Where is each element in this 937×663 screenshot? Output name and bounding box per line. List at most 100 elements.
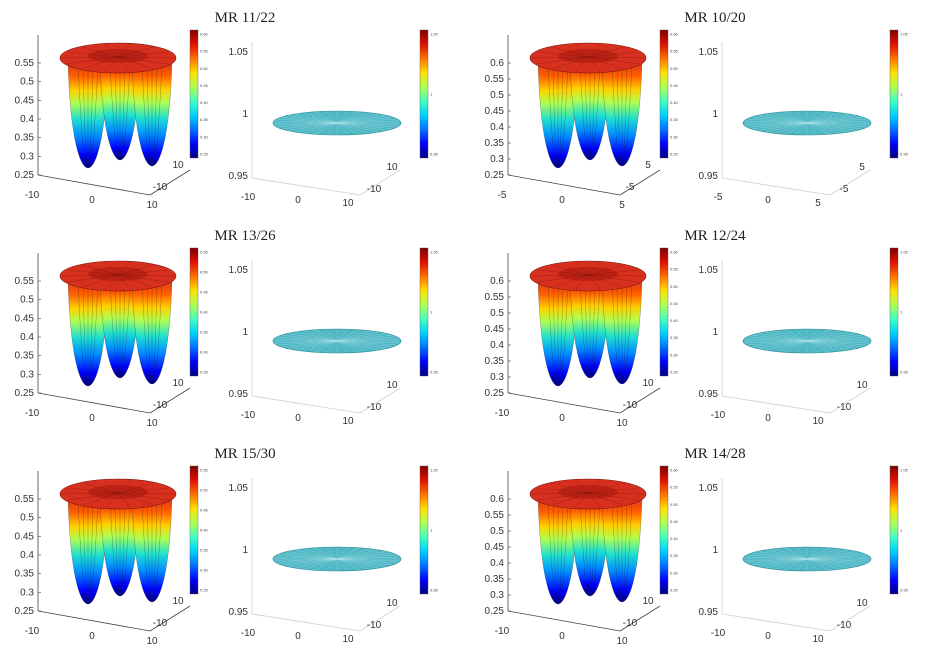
psi-6-mesh-line bbox=[547, 281, 556, 385]
phi-9-y-axis bbox=[359, 605, 401, 632]
psi-2-rim-mesh bbox=[587, 56, 645, 59]
psi-2-rim-mesh bbox=[575, 44, 589, 58]
psi-8-rim-mesh bbox=[83, 482, 119, 494]
psi-4-x-tick: 0 bbox=[89, 413, 95, 424]
psi-6-colorbar-tick: 0.30 bbox=[670, 352, 679, 357]
psi-8-z-tick: 0.35 bbox=[15, 569, 35, 580]
phi-3-x-tick: 0 bbox=[765, 195, 771, 206]
psi-6-title: MR 12/24 bbox=[684, 228, 746, 244]
phi-11-disk-mesh bbox=[806, 558, 867, 564]
psi-8-mesh-line bbox=[122, 499, 131, 595]
phi-7-colorbar-tick: 1 bbox=[900, 310, 903, 315]
phi-9-disk-mesh bbox=[336, 551, 386, 560]
psi-10-mesh-line bbox=[624, 499, 633, 601]
psi-8-colorbar-tick: 0.30 bbox=[200, 568, 209, 573]
phi-5-disk-mesh bbox=[282, 340, 338, 347]
psi-2-x-axis bbox=[507, 174, 621, 196]
psi-0-z-tick: 0.3 bbox=[20, 151, 34, 162]
phi-1-disk-mesh bbox=[315, 112, 338, 124]
phi-3-disk-mesh bbox=[806, 115, 856, 124]
phi-1-disk-mesh bbox=[274, 122, 338, 126]
phi-11-z-tick: 0.95 bbox=[699, 607, 719, 618]
psi-6-rim-mesh bbox=[553, 274, 589, 288]
psi-4-colorbar-tick: 0.30 bbox=[200, 350, 209, 355]
phi-3-disk-mesh bbox=[747, 122, 808, 128]
phi-1-disk-mesh bbox=[336, 115, 386, 124]
phi-3-colorbar-tick: 1.05 bbox=[900, 32, 909, 37]
phi-3-z-tick: 1 bbox=[712, 109, 718, 120]
phi-9-disk-mesh bbox=[336, 558, 392, 565]
psi-10-colorbar-tick: 0.25 bbox=[670, 588, 679, 593]
phi-5-y-tick: -10 bbox=[367, 402, 382, 413]
psi-10-y-axis bbox=[619, 605, 661, 632]
phi-9-disk-mesh bbox=[336, 554, 397, 560]
psi-2-x-tick: 0 bbox=[559, 195, 565, 206]
psi-6-rim-mesh bbox=[537, 269, 589, 276]
panel-14-28: 0.60.550.50.450.40.350.30.25-10 0 1010-100… bbox=[485, 446, 909, 647]
psi-6-rim-mesh bbox=[575, 262, 589, 276]
phi-9-colorbar-tick: 1.05 bbox=[430, 468, 439, 473]
phi-3-disk-mesh bbox=[806, 112, 829, 124]
phi-5-disk-mesh bbox=[336, 340, 400, 344]
psi-8-mesh-line bbox=[121, 499, 126, 595]
psi-6-colorbar-tick: 0.40 bbox=[670, 318, 679, 323]
psi-2-y-tick: 5 bbox=[645, 160, 651, 171]
psi-0-x-axis bbox=[37, 174, 151, 196]
psi-10-rim-mesh bbox=[587, 492, 623, 506]
phi-7-colorbar-tick: 0.95 bbox=[900, 370, 909, 375]
psi-6-z-tick: 0.3 bbox=[490, 372, 504, 383]
phi-11-disk-mesh bbox=[806, 553, 862, 560]
phi-9-disk-mesh bbox=[336, 550, 378, 560]
phi-1-disk-mesh bbox=[325, 111, 338, 124]
phi-3-disk-mesh bbox=[806, 122, 819, 135]
phi-5-disk-mesh bbox=[336, 340, 392, 347]
psi-8-colorbar-tick: 0.35 bbox=[200, 548, 209, 553]
phi-11-disk-mesh bbox=[806, 548, 829, 560]
psi-0-rim-mesh bbox=[67, 56, 119, 65]
phi-5-z-tick: 1 bbox=[242, 327, 248, 338]
psi-10-z-tick: 0.5 bbox=[490, 526, 504, 537]
phi-7-disk-mesh bbox=[775, 340, 808, 352]
psi-2-y-axis bbox=[619, 169, 661, 196]
psi-6-rim-mesh bbox=[575, 274, 589, 290]
psi-8-mesh-line bbox=[77, 499, 86, 603]
phi-5-disk-mesh bbox=[336, 330, 359, 342]
phi-11-disk-mesh bbox=[806, 558, 829, 570]
psi-0-colorbar-tick: 0.40 bbox=[200, 100, 209, 105]
phi-5-disk-mesh bbox=[315, 330, 338, 342]
phi-1-disk-mesh bbox=[336, 122, 386, 131]
psi-8-x-tick: 0 bbox=[89, 631, 95, 642]
phi-9-z-tick: 0.95 bbox=[229, 607, 249, 618]
psi-2-title: MR 10/20 bbox=[684, 10, 745, 26]
phi-1-disk-mesh bbox=[336, 122, 378, 132]
psi-10-colorbar-tick: 0.50 bbox=[670, 502, 679, 507]
psi-8-mesh-line bbox=[141, 499, 150, 601]
phi-3-disk-mesh bbox=[806, 118, 867, 124]
psi-4-mesh-line bbox=[89, 281, 94, 385]
psi-2-mesh-line bbox=[579, 63, 588, 159]
psi-8-rim-mesh bbox=[117, 492, 169, 501]
phi-9-disk-mesh bbox=[288, 551, 338, 560]
psi-4-mesh-line bbox=[154, 281, 163, 383]
phi-3-disk-mesh bbox=[744, 120, 808, 124]
phi-7-disk-mesh bbox=[806, 329, 819, 342]
phi-1-disk-mesh bbox=[336, 122, 400, 126]
phi-11-disk-mesh bbox=[806, 558, 848, 568]
phi-9-disk-mesh bbox=[336, 558, 349, 571]
phi-9-disk-mesh bbox=[277, 554, 338, 560]
psi-10-x-tick: 10 bbox=[616, 636, 628, 647]
phi-5-disk-mesh bbox=[296, 340, 338, 350]
psi-2-colorbar-tick: 0.45 bbox=[670, 83, 679, 88]
phi-1-disk-mesh bbox=[336, 114, 378, 124]
phi-5-colorbar-tick: 1 bbox=[430, 310, 433, 315]
psi-0-mesh-line bbox=[109, 63, 118, 159]
psi-2-rim-mesh bbox=[575, 56, 589, 72]
phi-5-y-axis bbox=[359, 387, 401, 414]
phi-11-y-tick: 10 bbox=[856, 598, 868, 609]
phi-1-x-tick: 10 bbox=[342, 198, 354, 209]
phi-11-z-tick: 1.05 bbox=[699, 483, 719, 494]
phi-1-disk-mesh bbox=[336, 122, 369, 134]
phi-5-disk-mesh bbox=[288, 333, 338, 342]
phi-9-disk-mesh bbox=[274, 558, 338, 562]
psi-10-colorbar-tick: 0.30 bbox=[670, 570, 679, 575]
